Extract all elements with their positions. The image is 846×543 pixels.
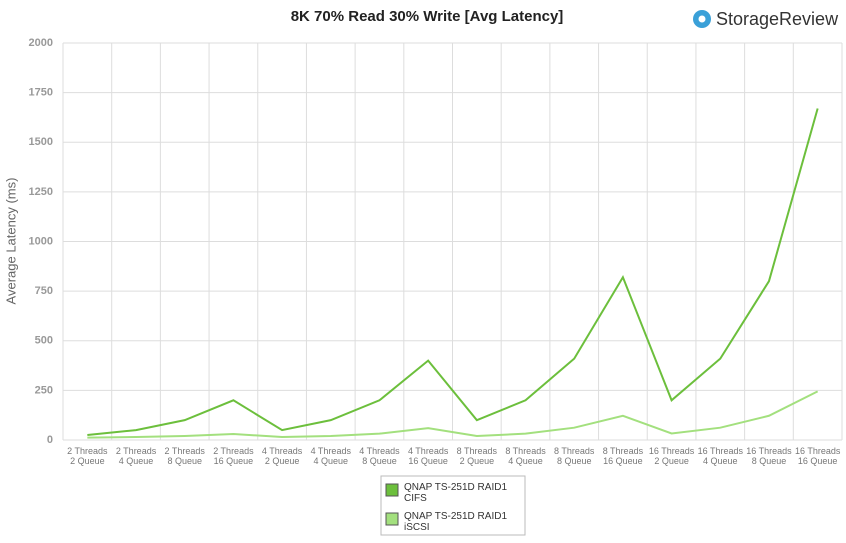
x-tick-label: 2 Threads 4 Queue [115, 446, 157, 466]
x-tick-label: 4 Threads 8 Queue [359, 446, 400, 466]
legend-swatch [385, 512, 399, 526]
x-tick-label: 16 Threads 16 Queue [794, 446, 841, 466]
logo-icon-dot [698, 15, 706, 23]
legend-swatch [385, 483, 399, 497]
y-tick-label: 1500 [29, 136, 53, 148]
y-tick-label: 2000 [29, 37, 53, 49]
x-tick-label: 16 Threads 4 Queue [697, 446, 743, 466]
y-axis-title: Average Latency (ms) [3, 178, 18, 305]
x-tick-label: 4 Threads 2 Queue [261, 446, 303, 466]
x-tick-label: 2 Threads 2 Queue [67, 446, 108, 466]
x-tick-label: 4 Threads 16 Queue [407, 446, 449, 466]
x-tick-label: 8 Threads 16 Queue [602, 446, 644, 466]
x-tick-label: 16 Threads 2 Queue [648, 446, 695, 466]
logo: StorageReview [716, 9, 839, 29]
series-line [87, 108, 819, 437]
y-tick-label: 250 [35, 384, 53, 396]
x-tick-label: 16 Threads 8 Queue [746, 446, 792, 466]
x-tick-label: 4 Threads 4 Queue [310, 446, 351, 466]
legend-label: QNAP TS-251D RAID1 CIFS [404, 482, 508, 504]
series-line [87, 390, 819, 439]
y-tick-label: 1250 [29, 186, 53, 198]
y-tick-label: 1750 [29, 87, 53, 99]
legend-label: QNAP TS-251D RAID1 iSCSI [404, 511, 508, 533]
x-tick-label: 8 Threads 8 Queue [554, 446, 595, 466]
y-tick-label: 750 [35, 285, 53, 297]
y-tick-label: 0 [47, 434, 53, 446]
chart-title: 8K 70% Read 30% Write [Avg Latency] [291, 8, 564, 25]
x-tick-label: 2 Threads 8 Queue [164, 446, 205, 466]
y-tick-label: 500 [35, 335, 53, 347]
x-tick-label: 8 Threads 4 Queue [505, 446, 546, 466]
x-tick-label: 8 Threads 2 Queue [456, 446, 498, 466]
y-tick-label: 1000 [29, 235, 53, 247]
legend-box [380, 475, 526, 536]
x-tick-label: 2 Threads 16 Queue [213, 446, 254, 466]
